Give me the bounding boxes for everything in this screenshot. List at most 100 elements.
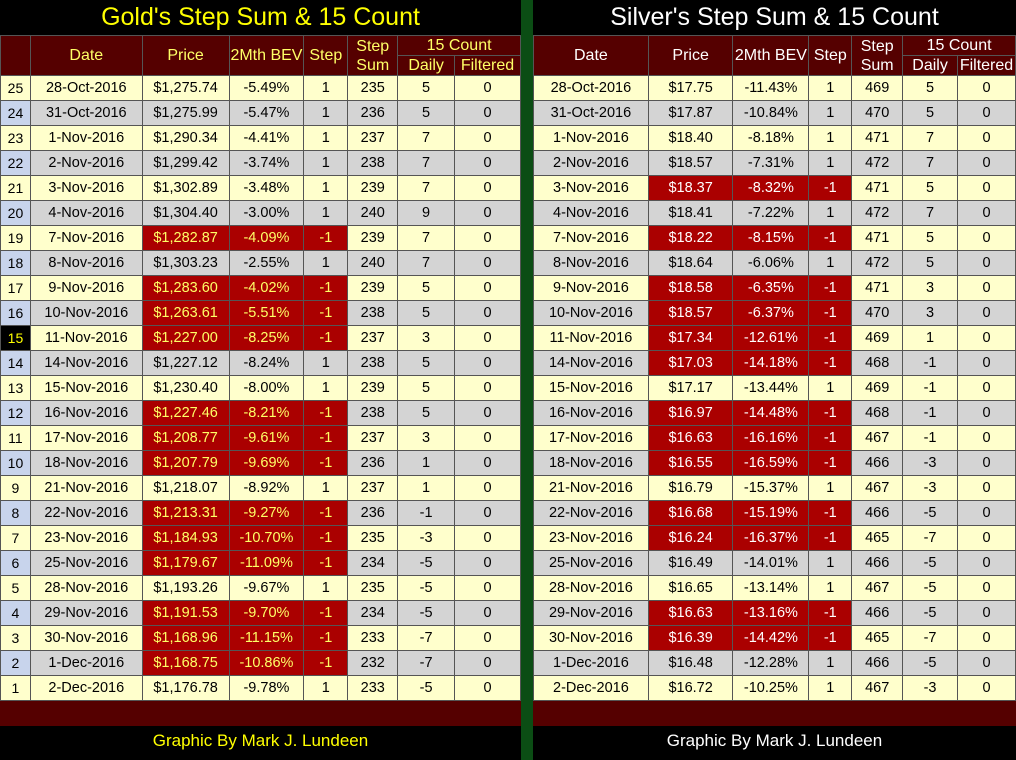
row-price: $18.40 [647,125,734,151]
row-price: $1,227.12 [141,350,230,376]
table-row: 9 21-Nov-2016 $1,218.07 -8.92% 1 237 1 0 [0,475,521,501]
table-row: 1-Dec-2016 $16.48 -12.28% 1 466 -5 0 [533,650,1016,676]
row-rank: 16 [0,300,31,326]
row-daily: 5 [397,375,456,401]
row-stepsum: 235 [347,75,399,101]
row-stepsum: 239 [347,175,399,201]
table-row: 16 10-Nov-2016 $1,263.61 -5.51% -1 238 5 0 [0,300,521,326]
silver-header-price: Price [647,35,734,76]
row-filtered: 0 [454,250,521,276]
table-row: 2-Dec-2016 $16.72 -10.25% 1 467 -3 0 [533,675,1016,701]
row-date: 4-Nov-2016 [533,200,649,226]
row-rank: 9 [0,475,31,501]
row-filtered: 0 [956,225,1016,251]
row-filtered: 0 [956,450,1016,476]
gold-header-price: Price [141,35,230,76]
row-filtered: 0 [956,575,1016,601]
row-bev: -2.55% [228,250,305,276]
row-bev: -13.14% [732,575,810,601]
row-filtered: 0 [956,200,1016,226]
row-step: 1 [808,250,853,276]
row-step: -1 [808,600,853,626]
table-row: 17 9-Nov-2016 $1,283.60 -4.02% -1 239 5 0 [0,275,521,301]
row-price: $17.34 [647,325,734,351]
row-daily: 5 [397,400,456,426]
row-bev: -9.27% [228,500,305,526]
gold-header-rank [0,35,31,76]
row-price: $1,303.23 [141,250,230,276]
row-stepsum: 239 [347,375,399,401]
row-price: $1,168.96 [141,625,230,651]
table-row: 22 2-Nov-2016 $1,299.42 -3.74% 1 238 7 0 [0,150,521,176]
row-rank: 3 [0,625,31,651]
row-bev: -12.28% [732,650,810,676]
row-filtered: 0 [956,150,1016,176]
row-bev: -11.09% [228,550,305,576]
row-bev: -11.15% [228,625,305,651]
table-row: 1 2-Dec-2016 $1,176.78 -9.78% 1 233 -5 0 [0,675,521,701]
row-stepsum: 470 [851,100,904,126]
row-step: -1 [808,325,853,351]
row-price: $16.63 [647,425,734,451]
row-step: -1 [808,275,853,301]
row-daily: 1 [397,450,456,476]
row-date: 10-Nov-2016 [29,300,143,326]
table-row: 10 18-Nov-2016 $1,207.79 -9.69% -1 236 1 0 [0,450,521,476]
silver-header-step: Step [808,35,853,76]
row-price: $1,275.99 [141,100,230,126]
table-row: 23-Nov-2016 $16.24 -16.37% -1 465 -7 0 [533,525,1016,551]
row-price: $16.97 [647,400,734,426]
silver-table: Date Price 2Mth BEV Step Step Sum 15 Cou… [533,35,1016,701]
row-filtered: 0 [956,625,1016,651]
row-daily: 7 [397,250,456,276]
silver-credit: Graphic By Mark J. Lundeen [666,731,883,750]
row-rank: 7 [0,525,31,551]
row-filtered: 0 [454,425,521,451]
row-date: 28-Nov-2016 [29,575,143,601]
table-row: 17-Nov-2016 $16.63 -16.16% -1 467 -1 0 [533,425,1016,451]
row-filtered: 0 [956,425,1016,451]
table-row: 6 25-Nov-2016 $1,179.67 -11.09% -1 234 -5 0 [0,550,521,576]
row-stepsum: 465 [851,525,904,551]
row-bev: -9.67% [228,575,305,601]
row-price: $1,208.77 [141,425,230,451]
row-stepsum: 235 [347,525,399,551]
row-step: -1 [808,225,853,251]
row-step: -1 [808,350,853,376]
row-daily: 5 [397,275,456,301]
row-price: $1,230.40 [141,375,230,401]
row-daily: 5 [902,75,958,101]
row-price: $16.72 [647,675,734,701]
row-bev: -16.16% [732,425,810,451]
table-row: 20 4-Nov-2016 $1,304.40 -3.00% 1 240 9 0 [0,200,521,226]
row-bev: -11.43% [732,75,810,101]
row-price: $1,179.67 [141,550,230,576]
row-filtered: 0 [454,325,521,351]
row-filtered: 0 [454,450,521,476]
silver-header-daily: Daily [902,55,958,76]
row-date: 8-Nov-2016 [29,250,143,276]
row-date: 23-Nov-2016 [533,525,649,551]
row-date: 16-Nov-2016 [533,400,649,426]
row-daily: 5 [397,75,456,101]
row-price: $1,227.00 [141,325,230,351]
row-filtered: 0 [956,175,1016,201]
row-rank: 5 [0,575,31,601]
table-row: 14 14-Nov-2016 $1,227.12 -8.24% 1 238 5 0 [0,350,521,376]
row-bev: -16.59% [732,450,810,476]
row-daily: -5 [397,675,456,701]
row-step: 1 [303,375,349,401]
row-step: 1 [808,575,853,601]
row-daily: -5 [397,575,456,601]
row-date: 29-Nov-2016 [29,600,143,626]
row-date: 30-Nov-2016 [533,625,649,651]
row-filtered: 0 [956,375,1016,401]
row-filtered: 0 [454,525,521,551]
row-filtered: 0 [454,125,521,151]
silver-header-date: Date [533,35,649,76]
row-step: 1 [808,125,853,151]
row-date: 2-Nov-2016 [533,150,649,176]
row-rank: 2 [0,650,31,676]
row-filtered: 0 [454,675,521,701]
row-step: -1 [303,625,349,651]
